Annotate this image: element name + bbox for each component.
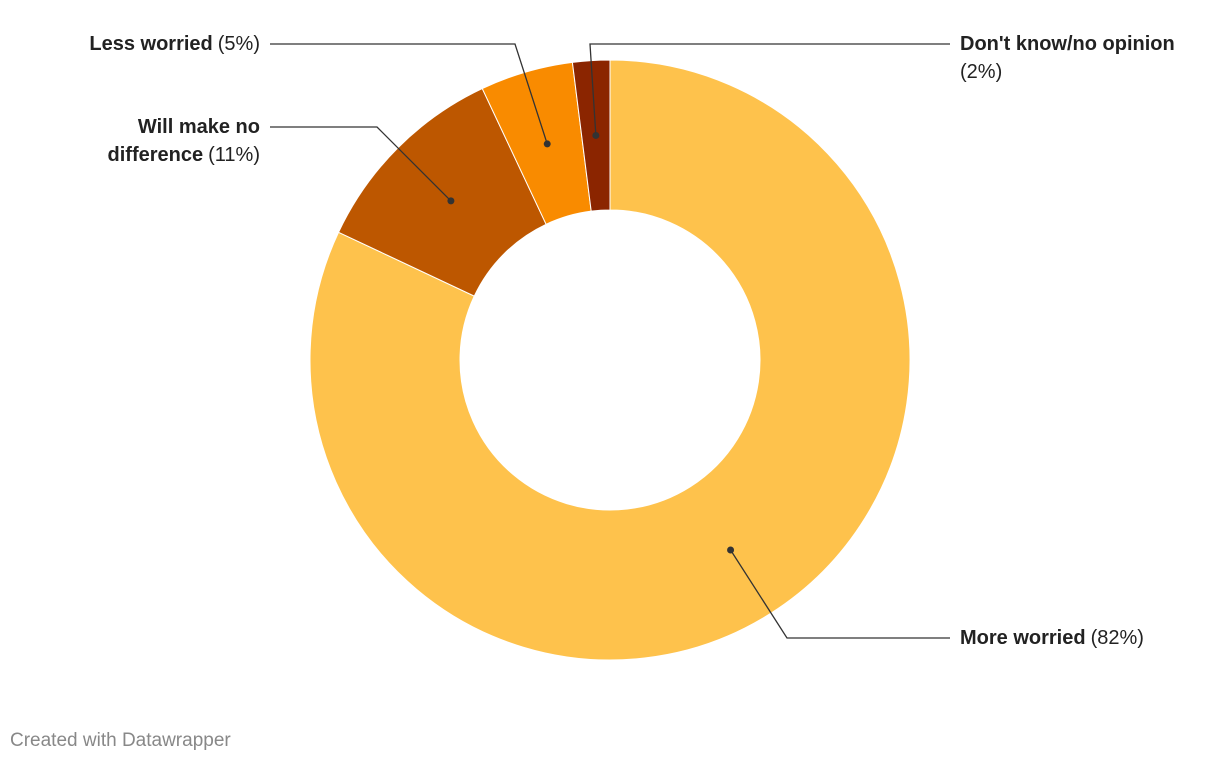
donut-segment: [309, 59, 911, 661]
leader-line: [270, 126, 452, 202]
leader-line: [270, 43, 548, 145]
category-name: Will make no difference: [107, 116, 260, 166]
leader-dot: [727, 546, 735, 554]
slice-label: Will make no difference (11%): [60, 113, 260, 169]
donut-segment: [571, 59, 611, 212]
category-name: Don't know/no opinion: [960, 33, 1175, 55]
slice-label: Don't know/no opinion (2%): [960, 30, 1210, 86]
category-name: More worried: [960, 627, 1086, 649]
value-label: (2%): [960, 61, 1003, 83]
value-label: (11%): [208, 144, 260, 166]
value-label: (5%): [217, 33, 260, 55]
leader-line: [730, 549, 950, 639]
slice-label: Less worried (5%): [20, 30, 260, 58]
footer: Created with Datawrapper: [10, 730, 231, 751]
leader-dot: [543, 140, 551, 148]
category-name: Less worried: [89, 33, 213, 55]
leader-dot: [447, 197, 455, 205]
value-label: (82%): [1090, 627, 1144, 649]
slice-label: More worried (82%): [960, 624, 1144, 652]
leader-dot: [592, 131, 600, 139]
leader-line: [589, 43, 950, 136]
